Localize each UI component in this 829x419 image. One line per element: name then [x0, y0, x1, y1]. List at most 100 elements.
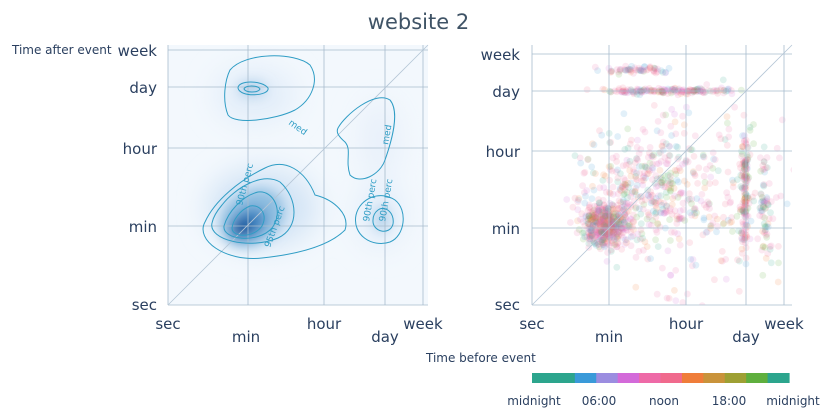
colorbar-label: noon: [649, 394, 679, 408]
scatter-point: [638, 65, 645, 73]
scatter-point: [621, 220, 629, 228]
scatter-point: [738, 150, 746, 158]
scatter-point: [610, 215, 618, 223]
scatter-point: [674, 86, 682, 94]
identity-line: [531, 44, 793, 306]
scatter-point: [600, 239, 608, 247]
scatter-point: [601, 239, 608, 247]
scatter-point: [760, 199, 768, 206]
scatter-point: [740, 228, 748, 236]
scatter-point: [718, 84, 725, 92]
scatter-point: [691, 172, 699, 180]
scatter-point: [663, 202, 671, 210]
scatter-point: [673, 212, 681, 220]
scatter-point: [628, 189, 636, 197]
scatter-point: [625, 66, 633, 74]
scatter-point: [594, 220, 602, 228]
scatter-point: [661, 86, 668, 94]
scatter-point: [767, 209, 774, 217]
colorbar-swatch: [553, 373, 576, 383]
scatter-point: [616, 221, 624, 229]
scatter-point: [656, 209, 664, 216]
scatter-point: [675, 164, 683, 172]
scatter-point: [671, 287, 678, 294]
scatter-point: [586, 220, 593, 228]
scatter-point: [685, 109, 693, 117]
scatter-point: [667, 205, 674, 212]
scatter-point: [720, 86, 728, 94]
scatter-point: [607, 138, 615, 146]
y-tick-label: week: [118, 42, 158, 60]
scatter-point: [610, 230, 617, 238]
scatter-point: [667, 271, 675, 279]
scatter-point: [645, 221, 653, 229]
scatter-point: [663, 160, 670, 168]
scatter-point: [641, 169, 648, 177]
scatter-point: [737, 183, 745, 191]
scatter-point: [646, 64, 654, 72]
scatter-point: [632, 191, 640, 199]
density-contours: [202, 55, 404, 259]
scatter-point: [642, 174, 649, 182]
scatter-point: [602, 225, 610, 233]
scatter-point: [617, 65, 624, 73]
scatter-point: [659, 143, 666, 150]
scatter-point: [586, 203, 593, 211]
scatter-point: [632, 283, 640, 291]
scatter-point: [643, 170, 651, 178]
scatter-point: [645, 211, 653, 219]
scatter-point: [762, 231, 770, 239]
scatter-point: [599, 213, 607, 221]
scatter-point: [613, 66, 621, 73]
scatter-point: [573, 229, 581, 237]
x-tick-label: min: [595, 328, 623, 346]
scatter-point: [639, 234, 646, 242]
scatter-point: [611, 223, 619, 231]
scatter-point: [616, 230, 624, 237]
scatter-point: [724, 168, 732, 176]
scatter-point: [601, 221, 609, 229]
scatter-point: [589, 222, 597, 230]
scatter-point: [657, 179, 664, 187]
scatter-point: [641, 238, 649, 246]
scatter-point: [723, 113, 731, 120]
scatter-point: [690, 206, 698, 214]
scatter-point: [640, 172, 648, 180]
scatter-point: [609, 183, 617, 191]
scatter-point: [569, 203, 577, 211]
scatter-point: [690, 88, 697, 95]
scatter-point: [641, 163, 649, 171]
scatter-point: [739, 207, 747, 215]
scatter-point: [743, 221, 751, 229]
scatter-point: [760, 143, 768, 151]
scatter-point: [610, 210, 618, 217]
scatter-point: [659, 88, 666, 96]
scatter-point: [614, 239, 622, 247]
scatter-point: [671, 84, 679, 92]
scatter-point: [742, 191, 749, 199]
scatter-point: [595, 218, 603, 226]
scatter-point: [685, 145, 693, 153]
scatter-point: [680, 88, 688, 95]
scatter-point: [608, 219, 616, 227]
scatter-point: [637, 67, 645, 75]
scatter-point: [590, 211, 598, 219]
scatter-point: [710, 155, 717, 163]
scatter-point: [594, 217, 601, 225]
scatter-point: [598, 239, 606, 246]
scatter-point: [608, 239, 616, 247]
scatter-point: [589, 215, 597, 223]
scatter-point: [585, 233, 593, 241]
scatter-point: [630, 166, 637, 173]
scatter-point: [581, 199, 589, 207]
scatter-point: [689, 256, 697, 263]
scatter-point: [763, 233, 771, 241]
scatter-point: [741, 161, 749, 168]
scatter-point: [588, 214, 596, 222]
scatter-point: [750, 121, 757, 128]
scatter-point: [600, 221, 608, 228]
scatter-point: [650, 151, 657, 159]
scatter-point: [636, 170, 644, 177]
scatter-point: [634, 136, 641, 144]
scatter-point: [736, 257, 743, 265]
